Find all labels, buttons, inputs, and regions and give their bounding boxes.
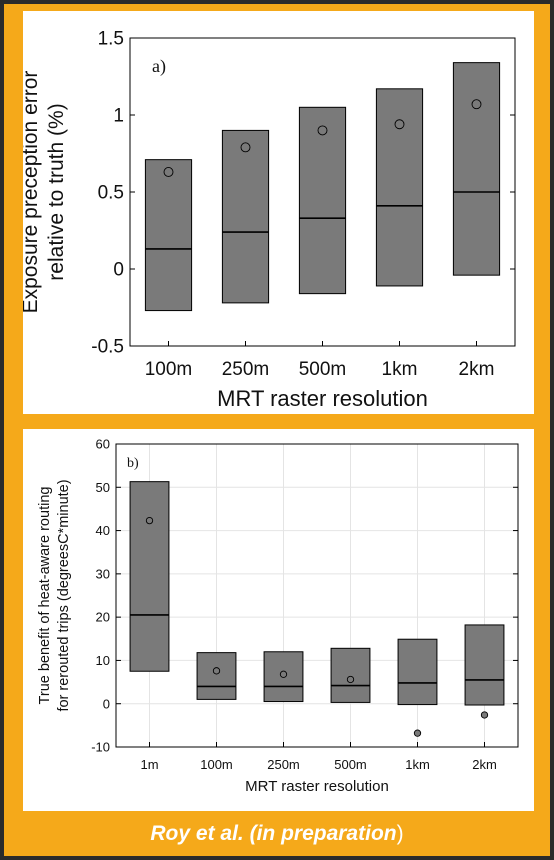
citation-text: Roy et al. (in preparation — [150, 822, 397, 845]
box-2km — [452, 62, 501, 276]
y-tick-label: 60 — [96, 437, 110, 452]
mean-marker-250m — [240, 142, 251, 153]
y-axis-label-line: relative to truth (%) — [45, 103, 68, 280]
y-tick-label: 40 — [96, 523, 110, 538]
chart-panel-a: -0.5 0 0.5 1 1.5 100m 250m 500m 1km 2km MRT raster… — [19, 11, 534, 414]
x-tick-label: 250m — [222, 359, 270, 380]
mean-marker-100m — [212, 667, 221, 675]
y-tick-label: 20 — [96, 610, 110, 625]
x-tick-label: 500m — [334, 757, 367, 772]
citation-closing-paren: ) — [396, 822, 404, 845]
x-tick-label: 1m — [140, 757, 158, 772]
y-tick-label: 30 — [96, 566, 110, 581]
panel-label: b) — [127, 456, 139, 471]
y-tick-label: 0 — [113, 260, 124, 281]
citation-footer: Roy et al. (in preparation) — [4, 816, 550, 852]
mean-marker-500m — [346, 675, 355, 684]
y-tick-label: -10 — [91, 740, 110, 755]
y-tick-label: 10 — [96, 653, 110, 668]
box-1km — [397, 638, 438, 706]
y-tick-label: 50 — [96, 480, 110, 495]
y-tick-label: 1.5 — [98, 29, 124, 50]
x-tick-label: 1km — [382, 359, 418, 380]
chart-b: -10 0 10 20 30 40 50 60 1m 100m 250m 500m 1km 2km MRT … — [37, 437, 519, 795]
y-axis-label-line: Exposure preception error — [23, 71, 42, 314]
plot-area — [116, 444, 518, 747]
x-tick-label: 2km — [472, 757, 497, 772]
y-axis-label-line: for rerouted trips (degreesC*minute) — [56, 479, 72, 711]
mean-marker-2km — [471, 99, 482, 110]
mean-marker-500m — [317, 125, 328, 136]
box-250m — [263, 651, 304, 703]
mean-marker-1km — [394, 119, 405, 130]
figure-frame: -0.5 0 0.5 1 1.5 100m 250m 500m 1km 2km MRT raster… — [4, 4, 550, 856]
x-tick-label: 500m — [299, 359, 347, 380]
box-500m — [330, 647, 371, 703]
box-250m — [221, 129, 270, 304]
box-100m — [196, 652, 237, 700]
mean-marker-100m — [163, 167, 174, 177]
x-tick-label: 250m — [267, 757, 300, 772]
panel-label: a) — [152, 56, 166, 77]
x-tick-label: 2km — [459, 359, 495, 380]
x-tick-label: 100m — [145, 359, 193, 380]
axes-frame — [115, 443, 519, 748]
y-tick-label: 1 — [113, 106, 124, 127]
y-tick-label: 0.5 — [98, 183, 124, 204]
box-1m — [129, 481, 170, 672]
box-1km — [375, 88, 424, 287]
chart-a: -0.5 0 0.5 1 1.5 100m 250m 500m 1km 2km MRT raster… — [19, 29, 516, 411]
x-tick-label: 1km — [405, 757, 430, 772]
y-tick-label: 0 — [103, 696, 110, 711]
mean-marker-1km — [413, 729, 422, 737]
box-2km — [464, 624, 505, 706]
box-500m — [298, 106, 347, 295]
box-100m — [144, 159, 193, 312]
mean-marker-250m — [279, 670, 288, 678]
mean-marker-2km — [480, 711, 489, 719]
mean-marker-1m — [145, 516, 154, 525]
y-axis-label-line: True benefit of heat-aware routing — [37, 487, 53, 705]
chart-panel-b: -10 0 10 20 30 40 50 60 1m 100m 250m 500m 1km 2km MRT … — [23, 429, 534, 811]
x-axis-label: MRT raster resolution — [217, 386, 428, 411]
y-tick-label: -0.5 — [91, 337, 124, 358]
x-axis-label: MRT raster resolution — [245, 778, 389, 795]
x-tick-label: 100m — [200, 757, 233, 772]
